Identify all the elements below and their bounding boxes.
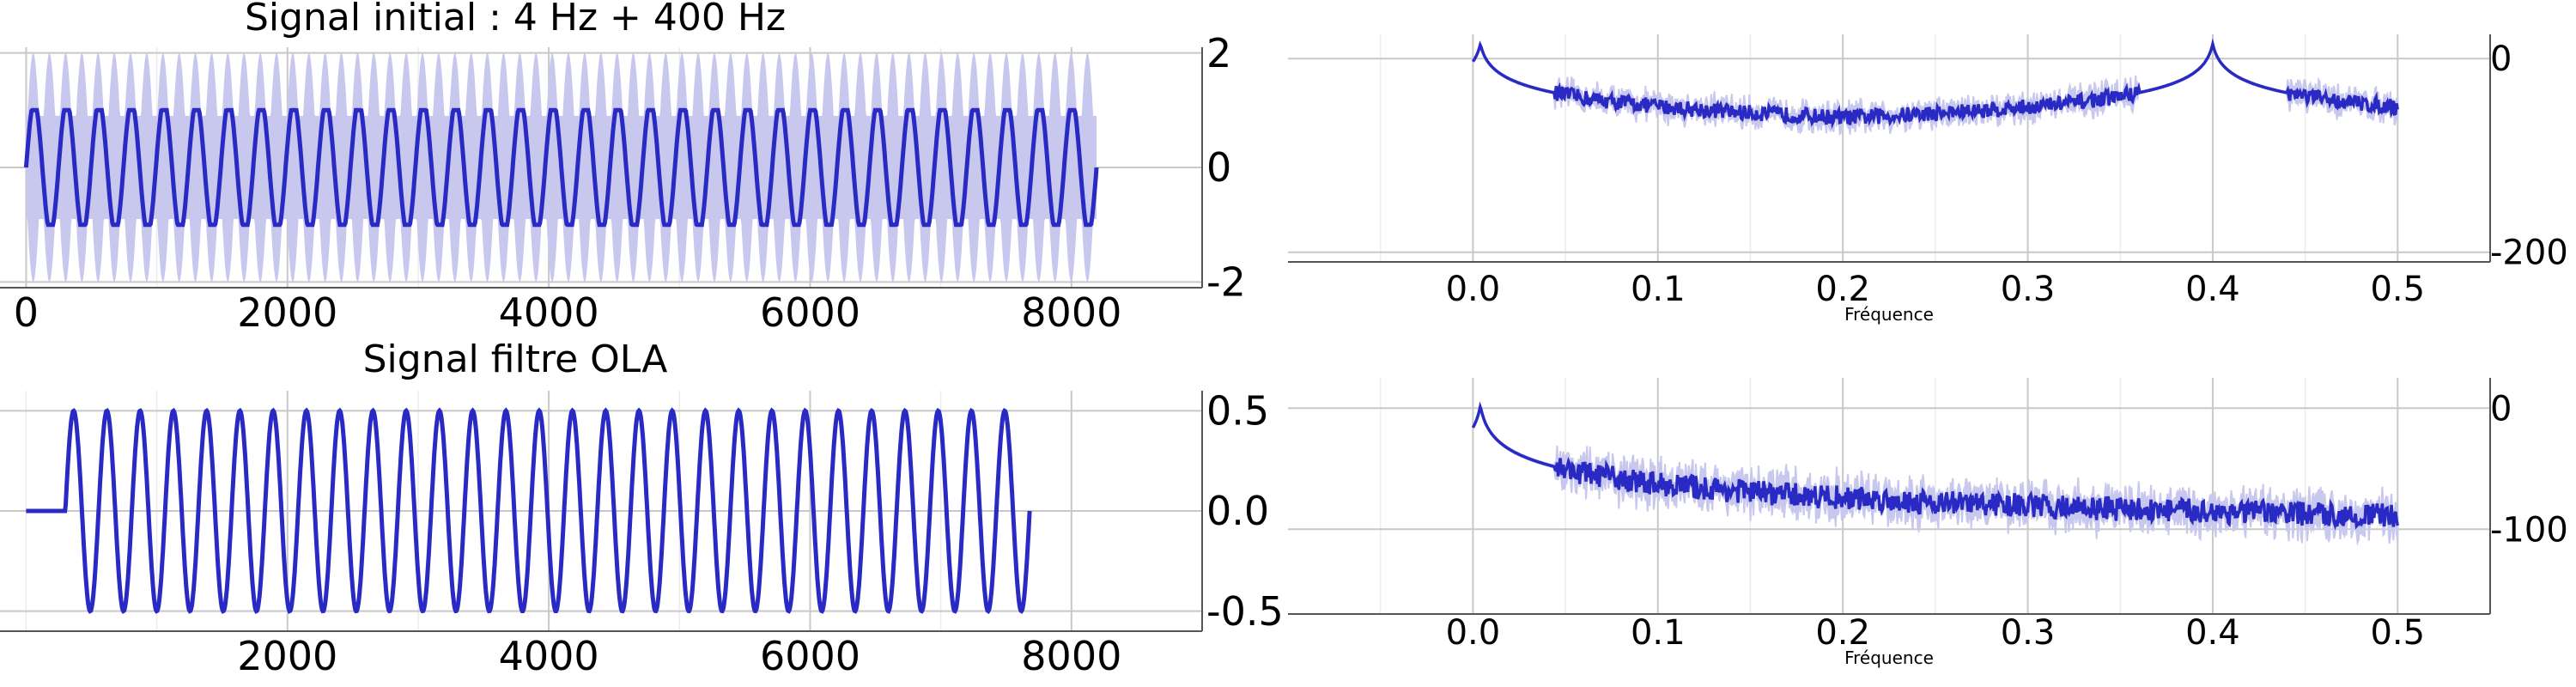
x-tick-label: 8000: [1021, 289, 1121, 336]
filtered-signal-line: [26, 407, 1032, 614]
y-tick-label: -200: [2490, 234, 2568, 273]
chart-title: Signal filtre OLA: [363, 337, 668, 381]
panel-spectrum-initial: 0.0 0.1 0.2 0.3 0.4 0.5 0 -200 Fréquence: [1288, 34, 2568, 325]
filtered-spectrum-line: [1471, 401, 2400, 531]
y-tick-label: 0.0: [1206, 488, 1269, 534]
x-tick-label: 0.5: [2370, 613, 2425, 653]
y-tick-label: -0.5: [1206, 588, 1284, 635]
x-tick-label: 6000: [760, 633, 860, 679]
y-tick-label: 0: [2490, 40, 2512, 79]
y-tick-label: 0.5: [1206, 387, 1269, 434]
x-tick-label: 0.3: [2001, 613, 2056, 653]
panel-signal-initial: 0 2000 4000 6000 8000 2 0 -2 Signal initial : 4 …: [0, 0, 1246, 336]
x-tick-label: 6000: [760, 289, 860, 336]
x-tick-label: 0.4: [2185, 270, 2240, 309]
initial-spectrum-line: [1471, 38, 2400, 130]
x-tick-label: 2000: [237, 633, 337, 679]
y-tick-label: 2: [1206, 30, 1231, 76]
x-tick-label: 0.4: [2185, 613, 2240, 653]
initial-signal-line: [23, 107, 1099, 228]
x-tick-label: 4000: [499, 289, 599, 336]
x-tick-label: 2000: [237, 289, 337, 336]
x-tick-label: 4000: [499, 633, 599, 679]
panel-spectrum-filtered: 0.0 0.1 0.2 0.3 0.4 0.5 0 -100 Fréquence: [1288, 378, 2568, 668]
x-tick-label: 0.3: [2001, 270, 2056, 309]
y-tick-label: -2: [1206, 258, 1246, 305]
x-tick-label: 0.2: [1815, 270, 1870, 309]
x-tick-label: 0.5: [2370, 270, 2425, 309]
x-tick-label: 0.1: [1631, 270, 1686, 309]
x-tick-label: 0.1: [1631, 613, 1686, 653]
x-tick-label: 0: [14, 289, 39, 336]
y-tick-label: 0: [1206, 144, 1231, 191]
x-tick-label: 8000: [1021, 633, 1121, 679]
x-axis-label: Fréquence: [1844, 647, 1934, 668]
y-tick-label: 0: [2490, 389, 2512, 429]
x-tick-label: 0.0: [1446, 613, 1501, 653]
x-tick-label: 0.0: [1446, 270, 1501, 309]
panel-signal-filtered: 2000 4000 6000 8000 0.5 0.0 -0.5 Signal filtre …: [0, 337, 1284, 679]
y-tick-label: -100: [2490, 510, 2568, 550]
chart-title: Signal initial : 4 Hz + 400 Hz: [245, 0, 786, 40]
x-axis-label: Fréquence: [1844, 304, 1934, 325]
x-tick-label: 0.2: [1815, 613, 1870, 653]
